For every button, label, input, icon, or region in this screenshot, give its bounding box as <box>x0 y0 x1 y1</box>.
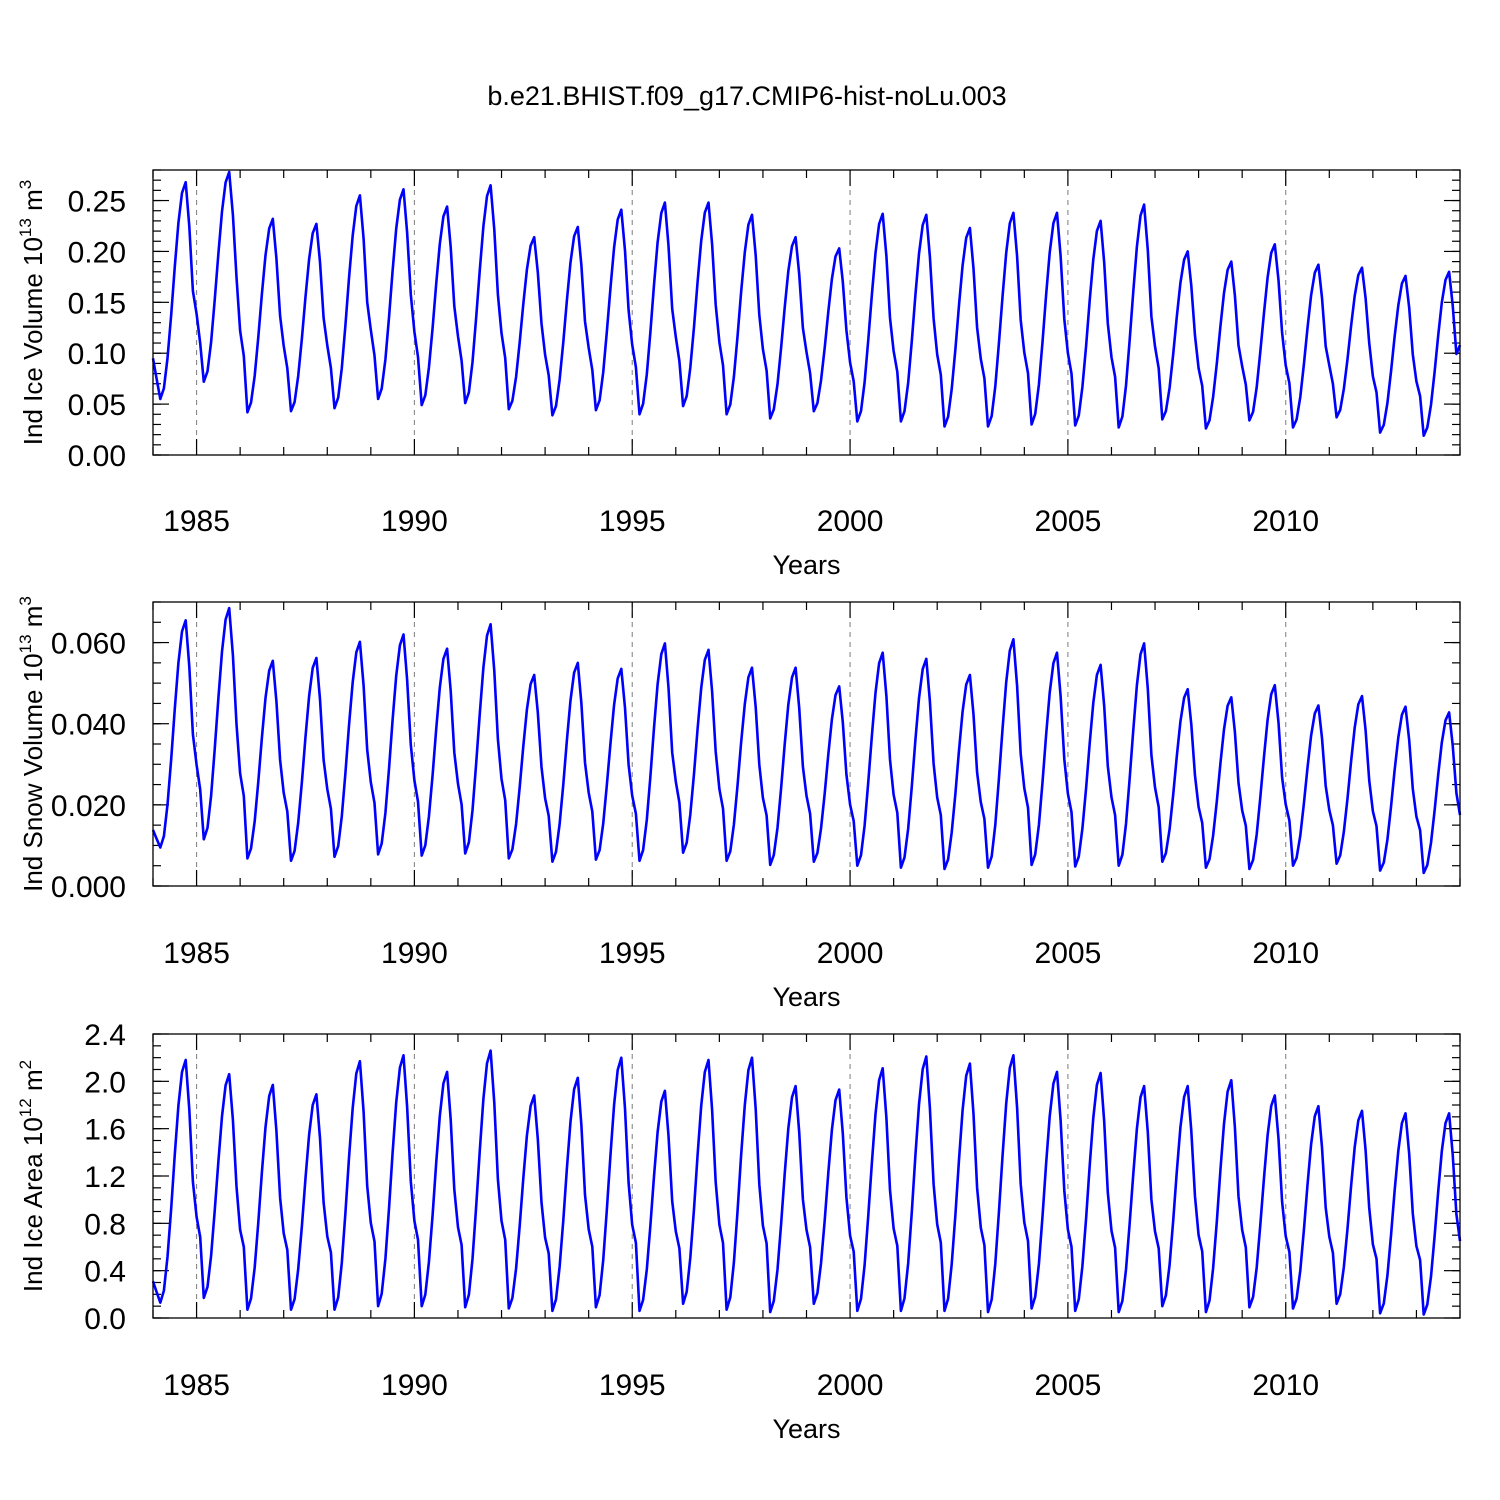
ice-area-x-tick-label-0: 1985 <box>163 1369 230 1402</box>
snow-volume-x-tick-label-5: 2010 <box>1252 937 1319 970</box>
ice-volume-x-tick-label-3: 2000 <box>817 505 884 538</box>
snow-volume-y-tick-label-2: 0.040 <box>51 709 126 742</box>
ice-area-y-tick-label-5: 2.0 <box>84 1066 126 1099</box>
ice-area-x-tick-label-2: 1995 <box>599 1369 666 1402</box>
snow-volume-x-tick-label-3: 2000 <box>817 937 884 970</box>
ice-area-x-tick-label-4: 2005 <box>1035 1369 1102 1402</box>
snow-volume-series-line <box>151 606 1462 875</box>
ice-volume-series-line <box>151 170 1462 437</box>
snow-volume-plot-frame <box>152 601 1461 887</box>
ice-area-y-tick-label-0: 0.0 <box>84 1303 126 1336</box>
ice-area-x-axis-title: Years <box>772 1414 840 1444</box>
snow-volume-x-tick-label-2: 1995 <box>599 937 666 970</box>
ice-area-series-line <box>151 1049 1462 1316</box>
snow-volume-x-tick-label-1: 1990 <box>381 937 448 970</box>
snow-volume-y-tick-label-1: 0.020 <box>51 790 126 823</box>
snow-volume-panel: 0.000 0.020 0.040 0.060 1985 1990 1995 2000 2005… <box>16 596 1462 1012</box>
ice-volume-y-tick-label-5: 0.25 <box>68 186 126 219</box>
ice-area-y-tick-label-2: 0.8 <box>84 1208 126 1241</box>
ice-area-y-axis-title: Ind Ice Area 1012 m2 <box>16 1060 48 1292</box>
ice-volume-x-tick-label-2: 1995 <box>599 505 666 538</box>
ice-volume-x-tick-label-0: 1985 <box>163 505 230 538</box>
ice-volume-y-tick-label-4: 0.20 <box>68 236 126 269</box>
ice-volume-y-tick-label-1: 0.05 <box>68 389 126 422</box>
ice-area-x-tick-label-5: 2010 <box>1252 1369 1319 1402</box>
ice-volume-y-axis-title: Ind Ice Volume 1013 m3 <box>16 180 48 445</box>
snow-volume-x-tick-label-4: 2005 <box>1035 937 1102 970</box>
snow-volume-y-tick-label-0: 0.000 <box>51 871 126 904</box>
ice-volume-panel: 0.00 0.05 0.10 0.15 0.20 0.25 1985 1990 1995 2000… <box>16 169 1462 580</box>
snow-volume-y-axis-title: Ind Snow Volume 1013 m3 <box>16 596 48 892</box>
ice-area-plot-frame <box>152 1033 1461 1319</box>
snow-volume-x-tick-label-0: 1985 <box>163 937 230 970</box>
ice-area-x-tick-label-3: 2000 <box>817 1369 884 1402</box>
ice-volume-y-tick-label-3: 0.15 <box>68 287 126 320</box>
ice-area-y-tick-label-3: 1.2 <box>84 1161 126 1194</box>
ice-volume-x-axis-title: Years <box>772 550 840 580</box>
snow-volume-x-axis-title: Years <box>772 982 840 1012</box>
ice-area-y-tick-label-4: 1.6 <box>84 1114 126 1147</box>
ice-area-y-tick-label-1: 0.4 <box>84 1256 126 1289</box>
ice-area-y-tick-label-6: 2.4 <box>84 1019 126 1052</box>
figure-title: b.e21.BHIST.f09_g17.CMIP6-hist-noLu.003 <box>487 81 1006 111</box>
ice-volume-y-tick-label-0: 0.00 <box>68 440 126 473</box>
ice-volume-plot-frame <box>152 169 1461 456</box>
ice-volume-x-tick-label-1: 1990 <box>381 505 448 538</box>
ice-volume-y-tick-label-2: 0.10 <box>68 338 126 371</box>
ice-area-panel: 0.0 0.4 0.8 1.2 1.6 2.0 2.4 1985 1990 1995 2000 200… <box>16 1019 1462 1444</box>
ice-volume-x-tick-label-5: 2010 <box>1252 505 1319 538</box>
ice-volume-x-tick-label-4: 2005 <box>1035 505 1102 538</box>
ice-area-x-tick-label-1: 1990 <box>381 1369 448 1402</box>
snow-volume-y-tick-label-3: 0.060 <box>51 628 126 661</box>
